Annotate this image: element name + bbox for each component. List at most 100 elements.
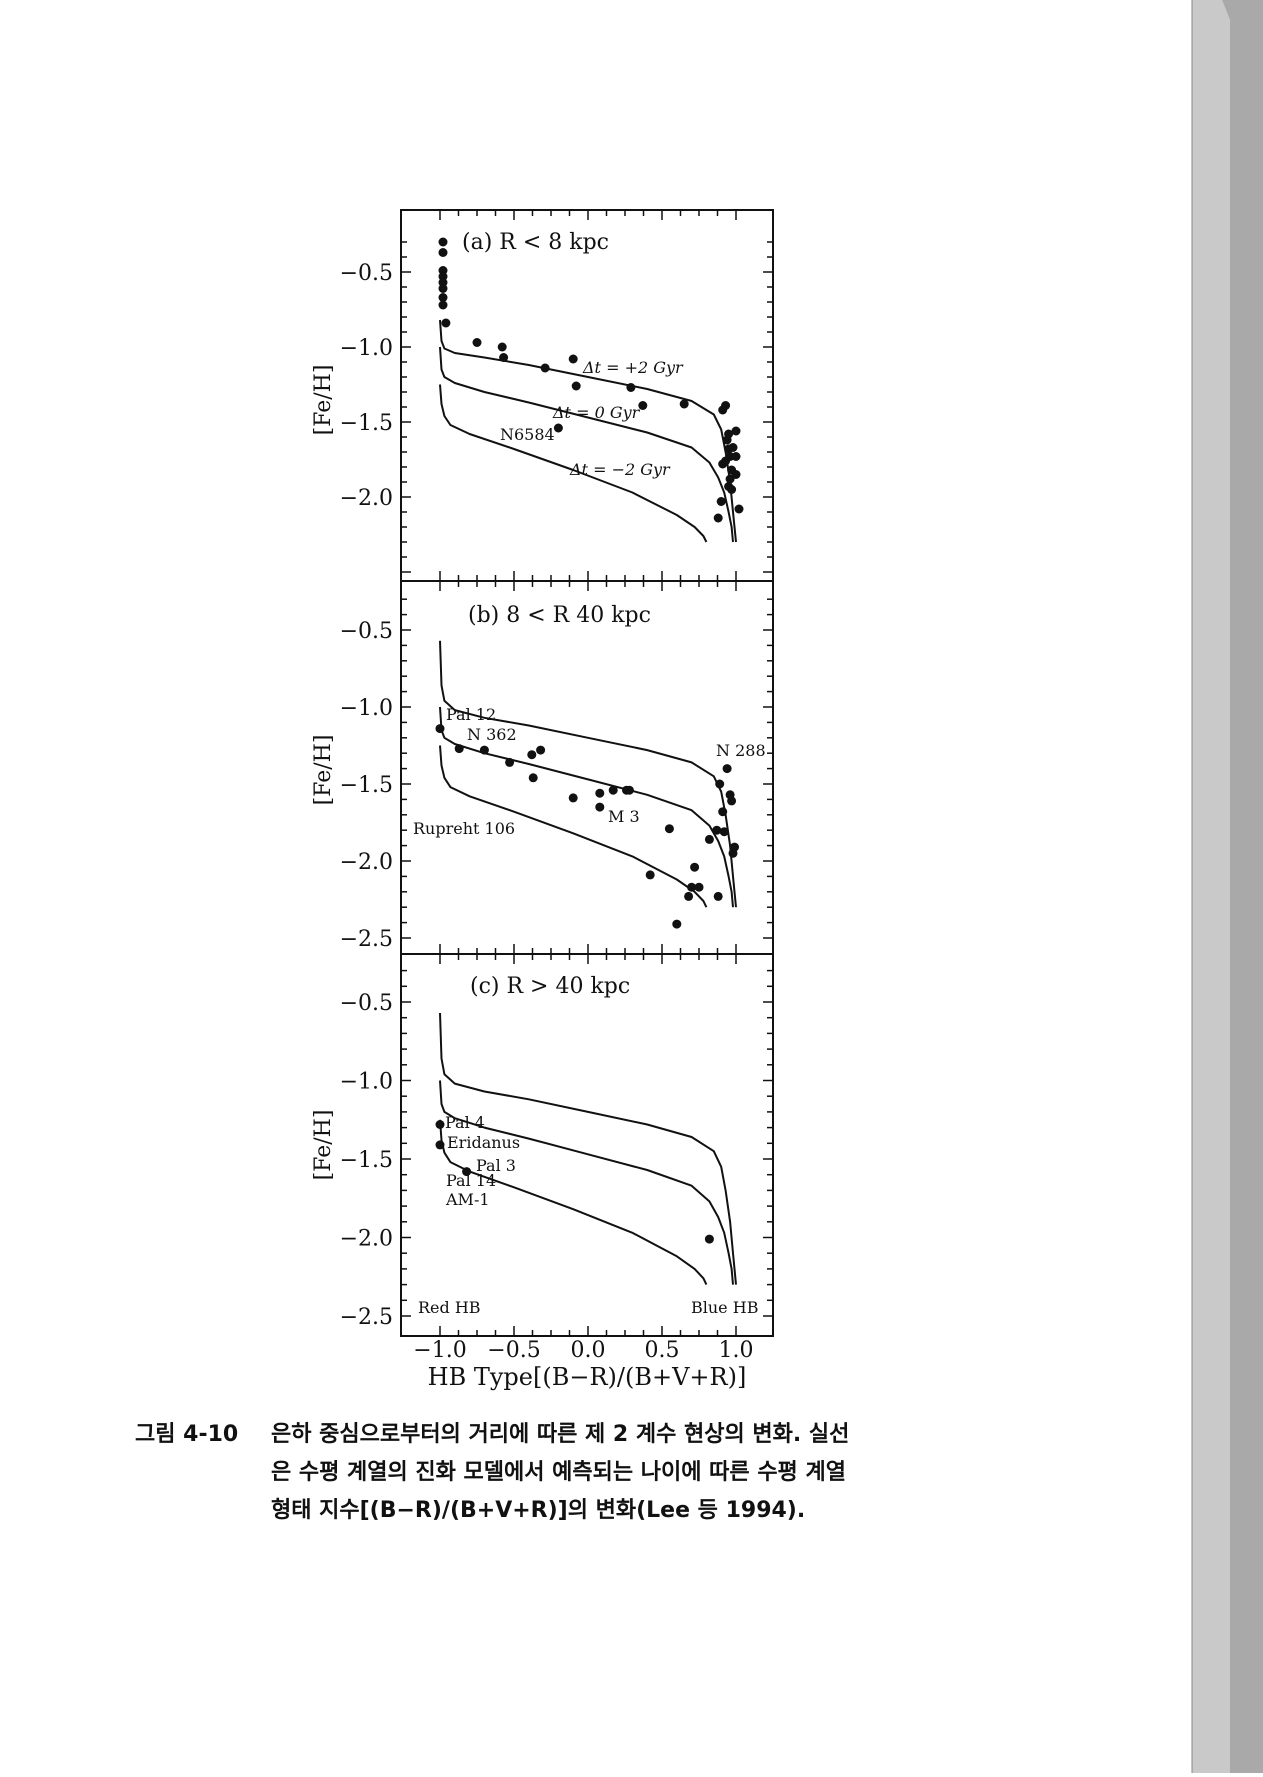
cluster-point	[435, 1140, 445, 1150]
axis-ticks	[401, 210, 773, 1336]
model-curve	[439, 1012, 737, 1285]
cluster-point	[472, 338, 482, 347]
cluster-point	[435, 724, 445, 734]
caption-label: 그림 4-10	[135, 1422, 239, 1447]
annotation-eridanus: Eridanus	[447, 1133, 520, 1152]
y-tick-label: −2.0	[340, 486, 393, 511]
caption-line-2: 은 수평 계열의 진화 모델에서 예측되는 나이에 따른 수평 계열	[271, 1460, 846, 1485]
cluster-point	[528, 773, 538, 783]
annotation-dt-minus2: Δt = −2 Gyr	[569, 460, 671, 479]
cluster-point	[435, 1120, 445, 1129]
cluster-point	[724, 429, 734, 439]
annotation-pal3: Pal 3	[476, 1156, 516, 1175]
model-curve	[439, 319, 737, 543]
annotation-am1: AM-1	[445, 1190, 490, 1209]
model-curve	[439, 745, 708, 908]
cluster-point	[684, 891, 694, 901]
model-curve	[439, 384, 708, 543]
page-edge	[1191, 0, 1263, 1773]
annotation-n362: N 362	[467, 725, 517, 744]
panel-b-title: (b) 8 < R 40 kpc	[468, 603, 651, 628]
cluster-point	[454, 744, 464, 754]
y-tick-label: −2.5	[340, 927, 393, 952]
annotation-pal4: Pal 4	[445, 1113, 485, 1132]
x-axis-label: HB Type[(B−R)/(B+V+R)]	[428, 1363, 747, 1391]
cluster-point	[730, 842, 739, 852]
cluster-point	[462, 1167, 472, 1177]
cluster-point	[679, 399, 689, 409]
axes-frame	[400, 209, 774, 1337]
cluster-point	[727, 796, 737, 806]
cluster-point	[712, 825, 722, 835]
cluster-point	[553, 423, 563, 433]
annotation-dt-plus2: Δt = +2 Gyr	[582, 358, 684, 377]
y-tick-label: −1.0	[340, 336, 393, 361]
panel-c-ylabel: [Fe/H]	[311, 1110, 336, 1181]
annotation-red-hb: Red HB	[418, 1298, 481, 1317]
cluster-point	[441, 318, 451, 328]
cluster-point	[438, 300, 448, 310]
axis-labels: −0.5 −1.0 −1.5 −2.0 −0.5 −1.0 −1.5 −2.0 −2.5 −0.5…	[340, 261, 754, 1363]
cluster-point	[536, 745, 546, 755]
x-tick-label: −1.0	[413, 1338, 466, 1363]
model-curve	[439, 346, 734, 543]
cluster-point	[721, 456, 731, 466]
model-curve	[439, 1119, 708, 1286]
cluster-point	[497, 342, 507, 352]
y-tick-label: −1.5	[340, 411, 393, 436]
cluster-point	[664, 824, 674, 834]
y-tick-label: −1.5	[340, 1148, 393, 1173]
cluster-point	[571, 381, 581, 391]
y-tick-label: −0.5	[340, 991, 393, 1016]
model-curve	[439, 640, 737, 908]
panel-c-title: (c) R > 40 kpc	[470, 974, 630, 999]
cluster-point	[728, 443, 738, 452]
cluster-point	[645, 870, 655, 880]
cluster-point	[438, 293, 448, 302]
model-curve	[439, 706, 734, 908]
cluster-point	[734, 504, 744, 514]
cluster-point	[731, 470, 741, 479]
panel-b-ylabel: [Fe/H]	[311, 735, 336, 806]
annotation-pal14: Pal 14	[446, 1171, 496, 1190]
annotation-n6584: N6584	[500, 425, 555, 444]
cluster-point	[715, 779, 725, 789]
cluster-point	[608, 785, 618, 795]
cluster-point	[731, 452, 741, 461]
x-tick-label: −0.5	[487, 1338, 540, 1363]
y-tick-label: −0.5	[340, 619, 393, 644]
annotation-n288: N 288	[716, 741, 766, 760]
cluster-point	[527, 750, 537, 760]
annotation-rupreht106: Rupreht 106	[413, 819, 515, 838]
model-curve	[439, 1080, 734, 1285]
model-curves	[439, 319, 737, 1286]
cluster-point	[731, 426, 741, 436]
cluster-point	[540, 363, 550, 373]
x-tick-label: 0.5	[645, 1338, 680, 1363]
cluster-point	[716, 497, 726, 506]
cluster-point	[719, 827, 729, 837]
annotation-blue-hb: Blue HB	[691, 1298, 758, 1317]
cluster-point	[704, 834, 714, 844]
cluster-point	[727, 485, 737, 494]
cluster-point	[687, 882, 697, 892]
data-points	[435, 237, 744, 1244]
cluster-point	[722, 764, 732, 774]
cluster-point	[694, 882, 704, 892]
cluster-point	[595, 802, 605, 812]
annotation-dt-0: Δt = 0 Gyr	[552, 403, 641, 422]
y-tick-label: −2.5	[340, 1305, 393, 1330]
y-tick-label: −1.5	[340, 773, 393, 798]
caption-line-1: 은하 중심으로부터의 거리에 따른 제 2 계수 현상의 변화. 실선	[271, 1422, 850, 1447]
cluster-point	[690, 862, 700, 872]
cluster-point	[505, 757, 515, 767]
y-tick-label: −2.0	[340, 850, 393, 875]
cluster-point	[499, 353, 509, 362]
cluster-point	[626, 383, 636, 392]
cluster-point	[438, 248, 448, 257]
cluster-point	[568, 793, 578, 803]
x-tick-label: 1.0	[719, 1338, 754, 1363]
cluster-point	[479, 745, 489, 755]
